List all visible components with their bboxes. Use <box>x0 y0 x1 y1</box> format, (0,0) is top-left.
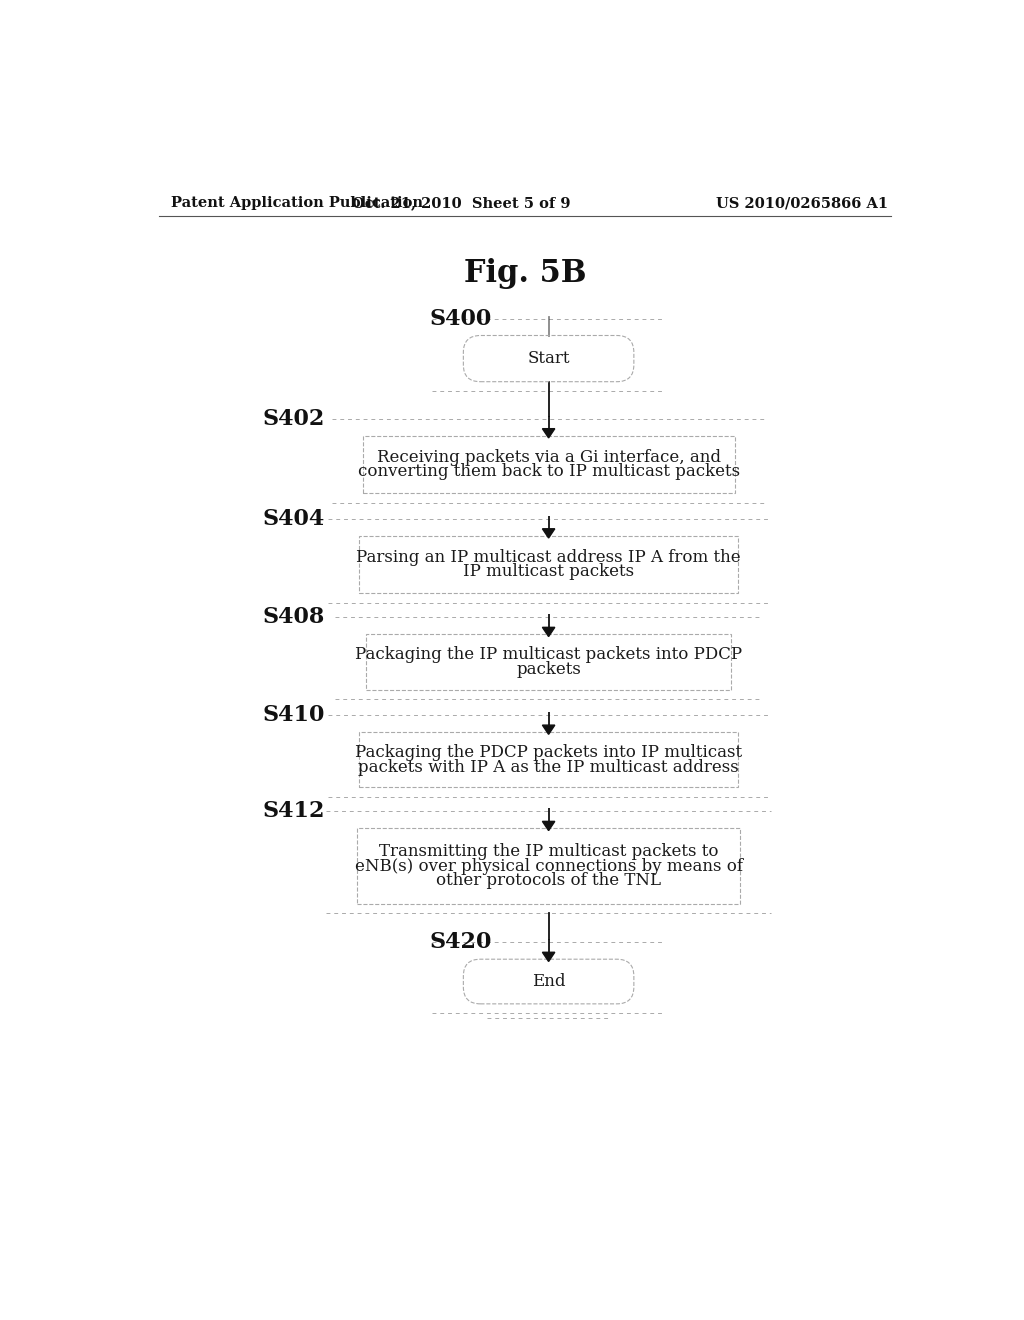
Bar <box>356 829 740 904</box>
Text: Patent Application Publication: Patent Application Publication <box>171 197 423 210</box>
Text: S402: S402 <box>263 408 326 430</box>
Text: End: End <box>531 973 565 990</box>
Text: Packaging the IP multicast packets into PDCP: Packaging the IP multicast packets into … <box>355 647 742 663</box>
Polygon shape <box>543 821 555 830</box>
Text: eNB(s) over physical connections by means of: eNB(s) over physical connections by mean… <box>354 858 742 875</box>
Text: S420: S420 <box>430 932 492 953</box>
Text: packets with IP A as the IP multicast address: packets with IP A as the IP multicast ad… <box>358 759 739 776</box>
Text: Packaging the PDCP packets into IP multicast: Packaging the PDCP packets into IP multi… <box>355 744 742 760</box>
Polygon shape <box>543 429 555 438</box>
Polygon shape <box>543 627 555 636</box>
Text: converting them back to IP multicast packets: converting them back to IP multicast pac… <box>357 463 739 480</box>
Text: S400: S400 <box>430 308 492 330</box>
Polygon shape <box>543 529 555 539</box>
Text: Receiving packets via a Gi interface, and: Receiving packets via a Gi interface, an… <box>377 449 721 466</box>
Text: Start: Start <box>527 350 570 367</box>
Bar <box>358 536 738 594</box>
Text: Oct. 21, 2010  Sheet 5 of 9: Oct. 21, 2010 Sheet 5 of 9 <box>352 197 570 210</box>
Bar <box>367 635 731 689</box>
Text: Fig. 5B: Fig. 5B <box>464 259 586 289</box>
Text: S410: S410 <box>263 704 326 726</box>
Text: S404: S404 <box>263 508 326 529</box>
Text: packets: packets <box>516 661 581 677</box>
Bar <box>358 733 738 788</box>
Polygon shape <box>543 952 555 961</box>
Text: S412: S412 <box>263 800 326 822</box>
Text: IP multicast packets: IP multicast packets <box>463 564 634 581</box>
Text: Parsing an IP multicast address IP A from the: Parsing an IP multicast address IP A fro… <box>356 549 741 566</box>
Polygon shape <box>543 725 555 734</box>
Text: other protocols of the TNL: other protocols of the TNL <box>436 873 662 890</box>
Text: US 2010/0265866 A1: US 2010/0265866 A1 <box>716 197 888 210</box>
Text: Transmitting the IP multicast packets to: Transmitting the IP multicast packets to <box>379 843 719 859</box>
Text: S408: S408 <box>263 606 326 628</box>
Bar <box>362 436 734 494</box>
